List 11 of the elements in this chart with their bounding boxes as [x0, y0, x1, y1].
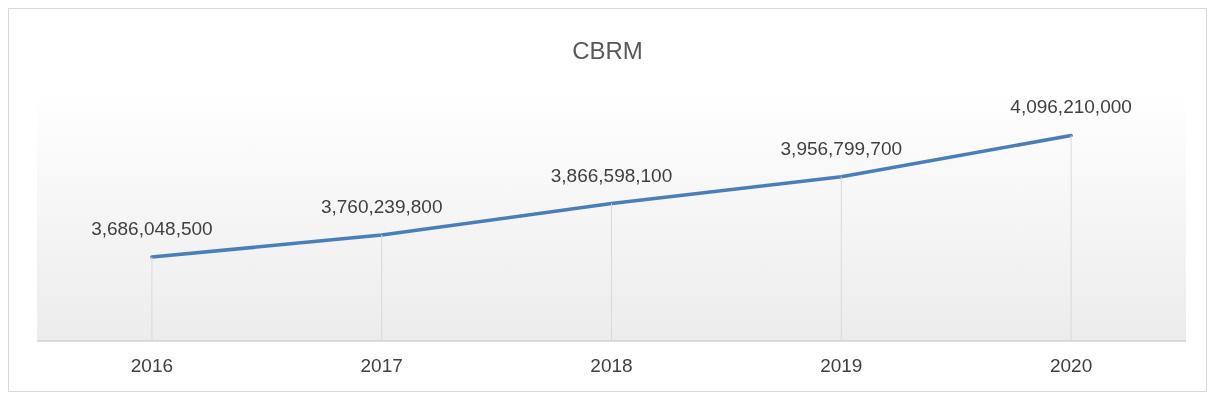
x-tick-label: 2018 [590, 355, 633, 377]
x-tick-label: 2017 [360, 355, 403, 377]
data-label: 3,956,799,700 [780, 137, 903, 159]
chart-title: CBRM [571, 37, 644, 65]
data-label: 3,866,598,100 [550, 164, 673, 186]
data-label: 3,686,048,500 [91, 218, 213, 240]
data-label: 4,096,210,000 [1010, 96, 1132, 118]
x-tick-label: 2020 [1049, 355, 1093, 377]
x-tick-label: 2016 [130, 355, 174, 377]
data-label: 3,760,239,800 [320, 196, 443, 218]
x-tick-label: 2019 [820, 355, 863, 377]
